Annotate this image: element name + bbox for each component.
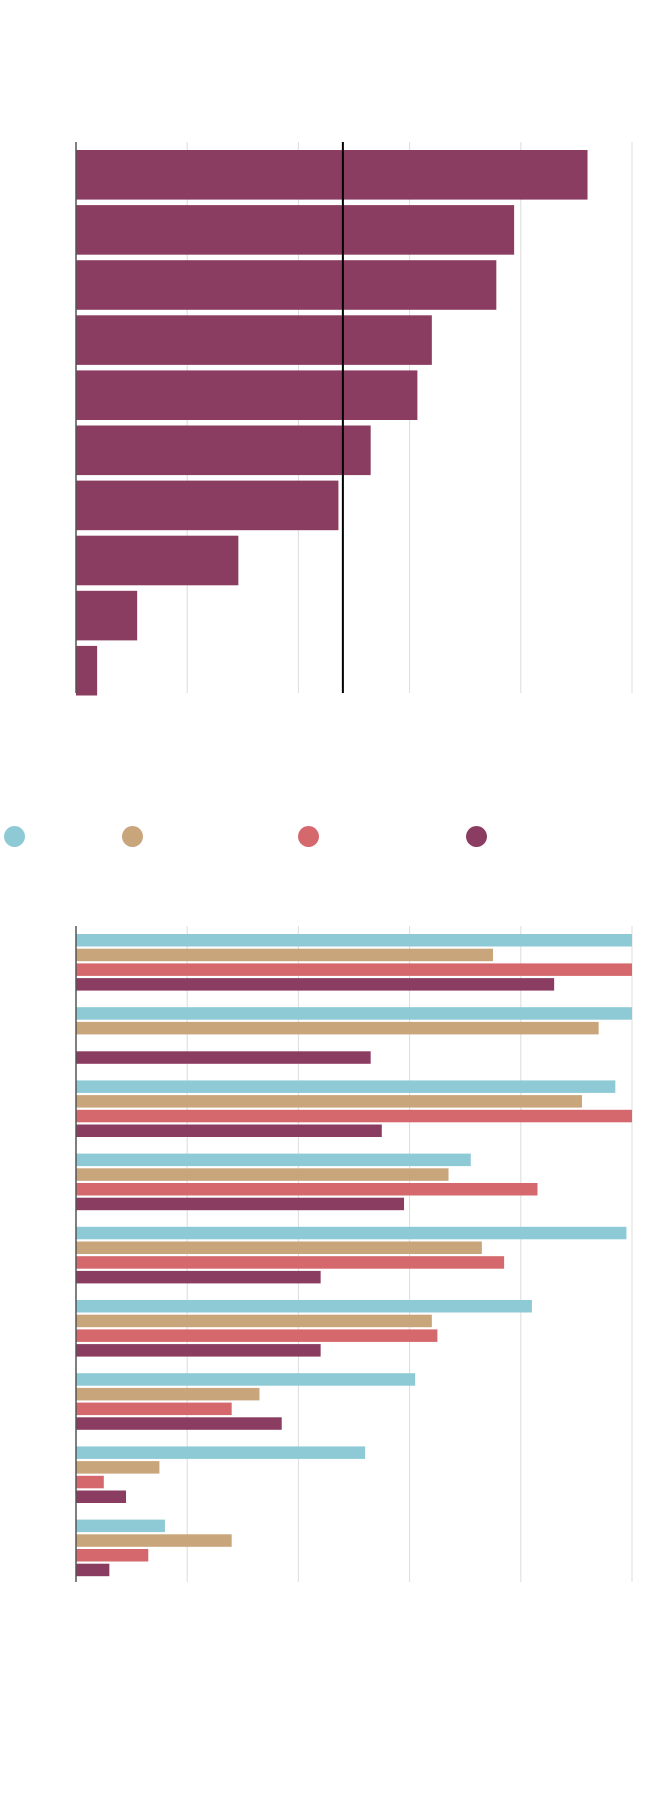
bar <box>76 535 239 586</box>
bar <box>76 1197 405 1211</box>
bar <box>76 934 632 947</box>
bar <box>76 1153 471 1167</box>
bar <box>76 1387 260 1401</box>
bar <box>76 590 138 641</box>
bar <box>76 260 497 310</box>
legend-swatch <box>298 826 319 847</box>
bar <box>76 1446 366 1459</box>
bar <box>76 1168 449 1181</box>
bar <box>76 1109 632 1123</box>
bar <box>76 1226 627 1240</box>
bar <box>76 645 98 696</box>
bar <box>76 1300 532 1313</box>
bar <box>76 1373 416 1386</box>
bar <box>76 1475 104 1489</box>
bar <box>76 370 418 420</box>
bar <box>76 1402 232 1416</box>
legend-swatch <box>122 826 143 847</box>
bar <box>76 1183 538 1196</box>
bar <box>76 1490 127 1503</box>
bar <box>76 1534 232 1547</box>
bar <box>76 1417 282 1430</box>
bar <box>76 1007 632 1020</box>
bar <box>76 1095 582 1108</box>
bar <box>76 1314 432 1328</box>
bar <box>76 480 339 531</box>
bar <box>76 1124 382 1137</box>
legend-swatch <box>466 826 487 847</box>
bar <box>76 978 555 991</box>
legend-item <box>466 826 493 847</box>
bar <box>76 963 632 976</box>
bar <box>76 1051 371 1064</box>
bar <box>76 1270 321 1284</box>
bar <box>76 1549 149 1562</box>
legend-item <box>4 826 31 847</box>
bar <box>76 1080 616 1093</box>
legend-swatch <box>4 826 25 847</box>
bar <box>76 1461 160 1474</box>
bar <box>76 205 515 255</box>
bar <box>76 948 493 962</box>
legend-item <box>298 826 325 847</box>
bar <box>76 1519 165 1533</box>
bar-chart-top <box>75 142 633 696</box>
bar <box>76 1256 505 1269</box>
bar <box>76 1344 321 1357</box>
bar <box>76 1563 110 1577</box>
bar <box>76 150 588 200</box>
bar <box>76 425 371 476</box>
bar <box>76 1241 482 1254</box>
bar <box>76 1021 599 1035</box>
bar <box>76 1329 438 1342</box>
legend-item <box>122 826 149 847</box>
legend <box>0 820 670 880</box>
bar <box>76 315 432 365</box>
